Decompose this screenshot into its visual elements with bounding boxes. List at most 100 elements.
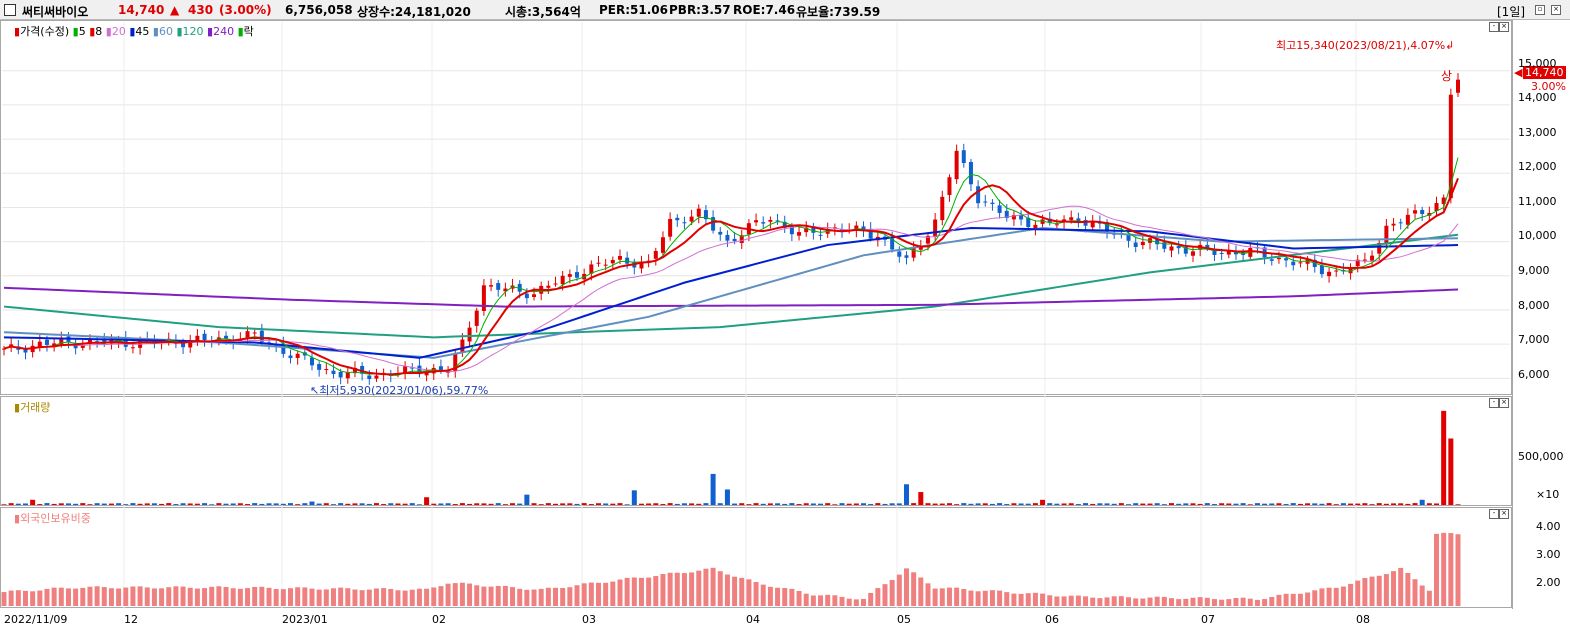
volume-bar — [631, 490, 637, 505]
volume-bar — [1126, 504, 1132, 505]
volume-bar — [8, 503, 14, 505]
foreign-ratio-bar — [796, 590, 802, 606]
volume-bar — [875, 503, 881, 505]
roe-value: ROE:7.46 — [733, 3, 796, 17]
foreign-ratio-bar — [882, 584, 888, 606]
foreign-panel-close-icon[interactable]: × — [1499, 509, 1509, 519]
foreign-ratio-bar — [767, 586, 773, 606]
volume-bar — [130, 503, 136, 505]
volume-bar — [180, 503, 186, 505]
volume-bar — [1419, 499, 1425, 505]
x-tick: 07 — [1201, 613, 1215, 626]
foreign-ratio-bar — [753, 581, 759, 606]
volume-bar — [187, 503, 193, 505]
foreign-ratio-bar — [424, 588, 430, 606]
volume-bar — [1383, 503, 1389, 505]
volume-bar — [445, 503, 451, 505]
volume-bar — [65, 503, 71, 505]
candle-body — [202, 333, 207, 341]
ma240-line — [3, 286, 1459, 308]
volume-bar — [80, 503, 86, 505]
foreign-ratio-bar — [37, 590, 43, 606]
foreign-ratio-bar — [44, 588, 50, 606]
volume-bar — [567, 503, 573, 505]
price-legend: ▮가격(수정) ▮5 ▮8 ▮20 ▮45 ▮60 ▮120 ▮240 ▮락 — [14, 25, 254, 38]
candle-body — [338, 372, 343, 378]
candle-body — [474, 310, 479, 326]
ma45-line — [3, 226, 1459, 359]
volume-bar — [230, 503, 236, 505]
volume-bar — [767, 503, 773, 505]
volume-bar — [1133, 503, 1139, 505]
foreign-ratio-bar — [58, 587, 64, 606]
price-panel-minimize-icon[interactable]: - — [1489, 22, 1499, 32]
y-tick: 7,000 — [1518, 333, 1550, 346]
per-value: PER:51.06 — [599, 3, 668, 17]
foreign-ratio-bar — [1197, 597, 1203, 606]
volume-bar — [1305, 503, 1311, 505]
candle-body — [1026, 217, 1031, 228]
foreign-ratio-bar — [245, 588, 251, 606]
volume-bar — [796, 504, 802, 505]
foreign-legend-label: 외국인보유비중 — [20, 512, 91, 525]
candle-body — [252, 332, 257, 334]
foreign-ratio-bar — [209, 586, 215, 606]
foreign-ratio-bar — [1326, 587, 1332, 606]
select-checkbox[interactable] — [4, 4, 16, 16]
volume-bar — [861, 503, 867, 505]
candle-body — [345, 372, 350, 379]
candle-body — [1327, 271, 1332, 277]
volume-bar — [617, 503, 623, 505]
volume-bar — [681, 503, 687, 505]
foreign-ratio-bar — [1441, 532, 1447, 606]
period-selector[interactable]: [1일] — [1497, 5, 1526, 19]
foreign-ratio-bar — [653, 576, 659, 606]
candle-body — [281, 343, 286, 354]
foreign-ratio-bar — [116, 588, 122, 606]
candle-body — [639, 262, 644, 269]
foreign-ratio-bar — [1061, 596, 1067, 606]
volume-panel-close-icon[interactable]: × — [1499, 398, 1509, 408]
foreign-ratio-bar — [1355, 580, 1361, 606]
candle-body — [1291, 261, 1296, 266]
stock-name[interactable]: 써티써바이오 — [22, 5, 89, 19]
volume-bar — [538, 504, 544, 505]
volume-bar — [1068, 503, 1074, 505]
foreign-ratio-bar — [803, 593, 809, 606]
volume-bar — [73, 503, 79, 505]
candle-body — [374, 375, 379, 379]
foreign-panel-minimize-icon[interactable]: - — [1489, 509, 1499, 519]
candle-body — [130, 347, 135, 349]
foreign-ratio-bar — [488, 586, 494, 606]
x-tick: 2023/01 — [282, 613, 328, 626]
price-panel-close-icon[interactable]: × — [1499, 22, 1509, 32]
foreign-ratio-bar — [581, 583, 587, 606]
close-icon[interactable]: × — [1551, 5, 1561, 15]
volume-bar — [717, 503, 723, 505]
volume-bar — [1254, 503, 1260, 505]
candle-body — [567, 274, 572, 277]
candle-body — [754, 220, 759, 223]
volume-bar — [1297, 503, 1303, 505]
candle-body — [460, 339, 465, 353]
volume-bar — [724, 489, 730, 505]
candle-body — [575, 272, 580, 278]
foreign-ratio-bar — [295, 587, 301, 606]
volume-panel[interactable] — [0, 396, 1512, 506]
foreign-ratio-bar — [1111, 596, 1117, 606]
restore-icon[interactable]: ▫ — [1535, 5, 1545, 15]
volume-bar — [667, 503, 673, 505]
foreign-ratio-bar — [65, 588, 71, 606]
foreign-ratio-bar — [202, 588, 208, 606]
candle-body — [1190, 251, 1195, 256]
candle-body — [1305, 259, 1310, 264]
foreign-ratio-bar — [366, 589, 372, 606]
volume-bar — [1219, 503, 1225, 505]
foreign-ratio-bar — [603, 582, 609, 606]
volume-panel-minimize-icon[interactable]: - — [1489, 398, 1499, 408]
foreign-ratio-bar — [1369, 576, 1375, 606]
foreign-ratio-bar — [409, 589, 415, 606]
candle-body — [1391, 223, 1396, 226]
volume-bar — [345, 503, 351, 505]
volume-bar — [295, 504, 301, 505]
